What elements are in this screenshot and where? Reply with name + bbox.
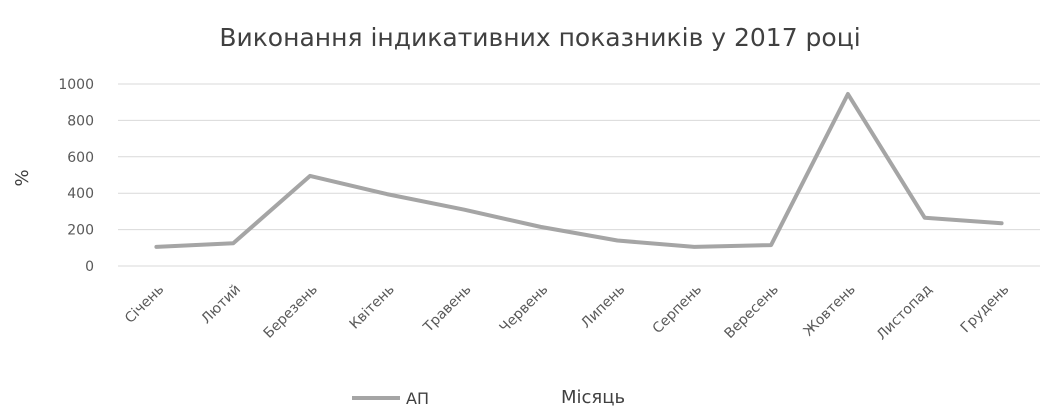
y-axis-title: % (12, 169, 33, 186)
x-tick-label: Червень (497, 282, 552, 337)
x-axis-ticks: Січень Лютий Березень Квітень Травень Червень… (122, 282, 1012, 344)
y-tick-label: 800 (67, 113, 94, 129)
x-tick-label: Вересень (721, 282, 781, 342)
x-tick-label: Лютий (198, 282, 244, 328)
y-tick-label: 400 (67, 186, 94, 202)
chart-title: Виконання індикативних показників у 2017… (219, 23, 860, 52)
x-axis-title: Місяць (561, 387, 625, 408)
y-tick-label: 0 (85, 259, 94, 275)
x-tick-label: Листопад (874, 282, 936, 344)
y-tick-label: 600 (67, 150, 94, 166)
series-layer (154, 92, 1004, 249)
x-tick-label: Травень (420, 282, 475, 337)
x-tick-label: Жовтень (801, 282, 859, 340)
x-tick-label: Серпень (650, 282, 705, 337)
x-tick-label: Квітень (347, 282, 398, 333)
x-tick-label: Грудень (958, 282, 1013, 337)
x-tick-label: Січень (122, 282, 167, 327)
y-tick-label: 200 (67, 223, 94, 239)
y-tick-label: 1000 (58, 77, 94, 93)
gridlines (118, 83, 1040, 267)
y-axis-ticks: 0 200 400 600 800 1000 (58, 77, 94, 275)
x-tick-label: Липень (578, 282, 628, 332)
legend: АП (352, 389, 429, 408)
series-line-ap (154, 92, 1004, 249)
legend-label-ap: АП (406, 389, 429, 408)
x-tick-label: Березень (261, 282, 321, 342)
